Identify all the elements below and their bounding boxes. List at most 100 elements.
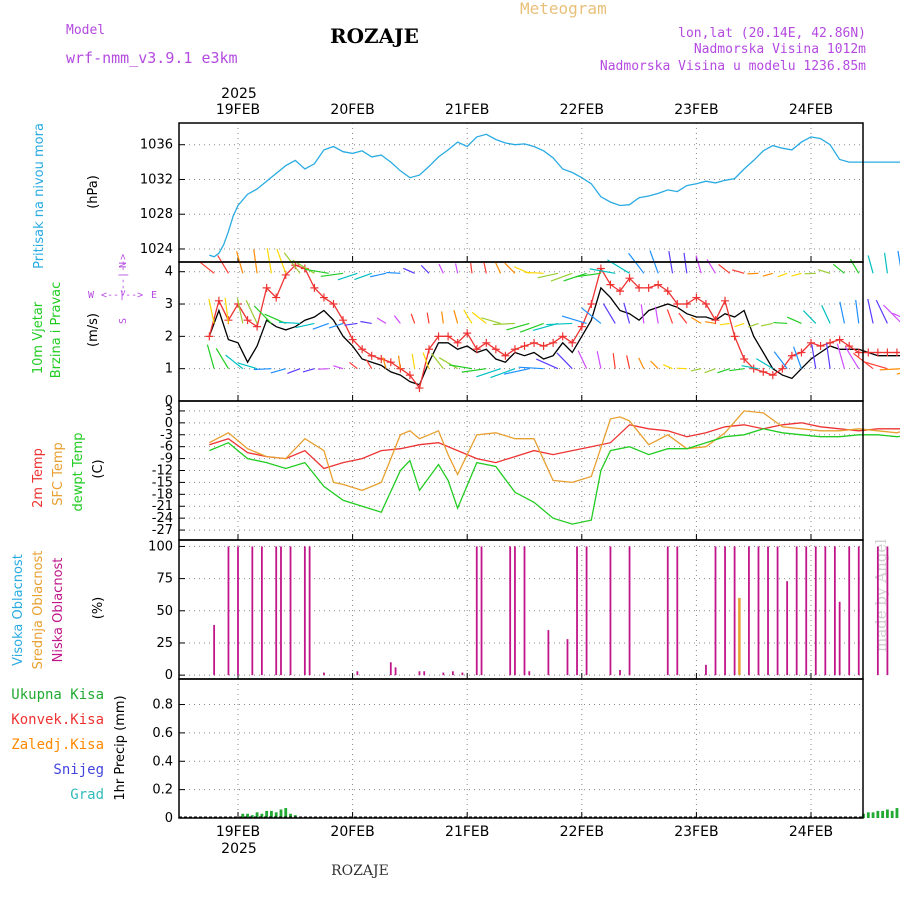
- gust-marker: [730, 332, 739, 341]
- date-label-bottom: 24FEB: [789, 824, 833, 840]
- panel-0: 1024 1028 1032 1036: [140, 122, 900, 263]
- wind-arrow: [581, 307, 602, 324]
- wind-arrow: [376, 317, 387, 324]
- wind-arrow: [892, 312, 900, 318]
- y-tick-label: 0.8: [152, 698, 173, 713]
- bar-precip_total: [284, 808, 288, 818]
- wind-arrow: [320, 272, 344, 278]
- wind-arrow: [283, 252, 301, 274]
- wind-arrow: [245, 300, 258, 324]
- bar-low_cloud: [260, 546, 263, 676]
- wind-arrow: [777, 272, 788, 278]
- bar-low_cloud: [480, 546, 483, 676]
- gust-marker: [701, 300, 710, 309]
- wind-arrow: [875, 299, 888, 324]
- wind-arrow: [704, 368, 716, 374]
- bar-precip_total: [866, 812, 870, 818]
- gust-marker: [826, 338, 835, 347]
- wind-arrow: [802, 310, 817, 324]
- gust-marker: [663, 287, 672, 296]
- compass-rose: W E <--|--> <--|--> N S: [88, 254, 157, 324]
- wind-arrow: [382, 357, 387, 369]
- bar-precip_total: [270, 810, 273, 818]
- bar-low_cloud: [509, 546, 512, 676]
- date-label-bottom: 23FEB: [674, 824, 718, 840]
- wind-arrow: [470, 262, 473, 274]
- gust-marker: [558, 332, 567, 341]
- bar-low_cloud: [566, 639, 569, 676]
- wind-axis-name1: 10m Vjetar: [31, 301, 46, 374]
- y-tick-label: 100: [148, 539, 173, 554]
- bar-low_cloud: [748, 546, 750, 676]
- gust-marker: [864, 348, 873, 357]
- bar-low_cloud: [451, 671, 454, 676]
- wind-arrow: [734, 322, 745, 328]
- temp-axis-unit: (C): [91, 459, 106, 478]
- wind-arrow: [287, 368, 301, 374]
- gust-marker: [262, 283, 271, 292]
- bar-low_cloud: [394, 667, 397, 676]
- bar-precip_total: [279, 809, 283, 818]
- gust-marker: [530, 338, 539, 347]
- gust-marker: [329, 300, 338, 309]
- y-tick-label: -9: [160, 452, 173, 467]
- gust-marker: [797, 348, 806, 357]
- y-tick-label: 0.4: [152, 754, 173, 769]
- date-label-bottom: 21FEB: [445, 824, 489, 840]
- wind-arrow: [208, 298, 215, 324]
- compass-arrow-h: <--|-->: [101, 290, 143, 301]
- model-elevation-text: Nadmorska Visina u modelu 1236.85m: [600, 59, 866, 74]
- gust-marker: [768, 371, 777, 380]
- wind-arrow: [718, 264, 731, 274]
- panel-2: 30-3-6-9-12-15-18-21-24-27: [152, 400, 900, 541]
- gust-marker: [778, 364, 787, 373]
- wind-arrow: [504, 262, 516, 274]
- bar-low_cloud: [442, 672, 445, 676]
- wind-arrow: [811, 344, 817, 369]
- y-tick-label: -6: [160, 440, 173, 455]
- gust-marker: [214, 296, 223, 305]
- bar-precip_total: [274, 812, 278, 818]
- wind-arrow: [518, 366, 544, 370]
- gust-marker: [606, 280, 615, 289]
- wind-arrow: [270, 368, 286, 374]
- gust-marker: [673, 300, 682, 309]
- wind-arrow: [883, 252, 888, 274]
- wind-arrow: [420, 264, 430, 274]
- date-label-top: 22FEB: [560, 102, 604, 118]
- cloud-axis-name2: Srednja Oblacnost: [31, 551, 46, 670]
- panel-frame: [178, 678, 864, 819]
- wind-arrow: [453, 309, 459, 324]
- wind-arrow: [762, 272, 773, 277]
- wind-arrow: [623, 302, 631, 324]
- bottom-year-label: 2025: [221, 841, 257, 857]
- bottom-date-labels: 19FEB 20FEB 21FEB 22FEB 23FEB 24FEB: [216, 824, 833, 840]
- gust-marker: [253, 322, 262, 331]
- wind-arrow: [638, 357, 645, 369]
- wind-arrow: [577, 350, 588, 369]
- wind-arrow: [354, 272, 372, 281]
- wind-arrow: [550, 272, 573, 282]
- wind-arrow: [821, 305, 831, 324]
- wind-arrow: [760, 322, 773, 327]
- wind-arrow: [215, 348, 229, 369]
- temp-axis-name3: dewpt Temp: [71, 432, 86, 511]
- wind-arrow: [678, 312, 688, 324]
- bar-low_cloud: [547, 630, 550, 676]
- bar-precip_total: [876, 810, 880, 818]
- gust-marker: [386, 358, 395, 367]
- y-tick-label: 0.6: [152, 726, 173, 741]
- gust-marker: [319, 293, 328, 302]
- legend-snow: Snijeg: [53, 762, 104, 778]
- gust-marker: [425, 345, 433, 354]
- y-tick-label: 2: [165, 329, 173, 344]
- y-tick-label: 0: [165, 811, 173, 826]
- wind-arrow: [506, 322, 530, 331]
- wind-arrow: [666, 309, 674, 324]
- wind-arrow: [471, 311, 487, 324]
- bar-precip_total: [890, 810, 894, 818]
- gust-marker: [787, 351, 796, 360]
- wind-arrow: [253, 368, 272, 371]
- wind-arrow: [650, 360, 659, 370]
- bar-precip_total: [871, 812, 875, 818]
